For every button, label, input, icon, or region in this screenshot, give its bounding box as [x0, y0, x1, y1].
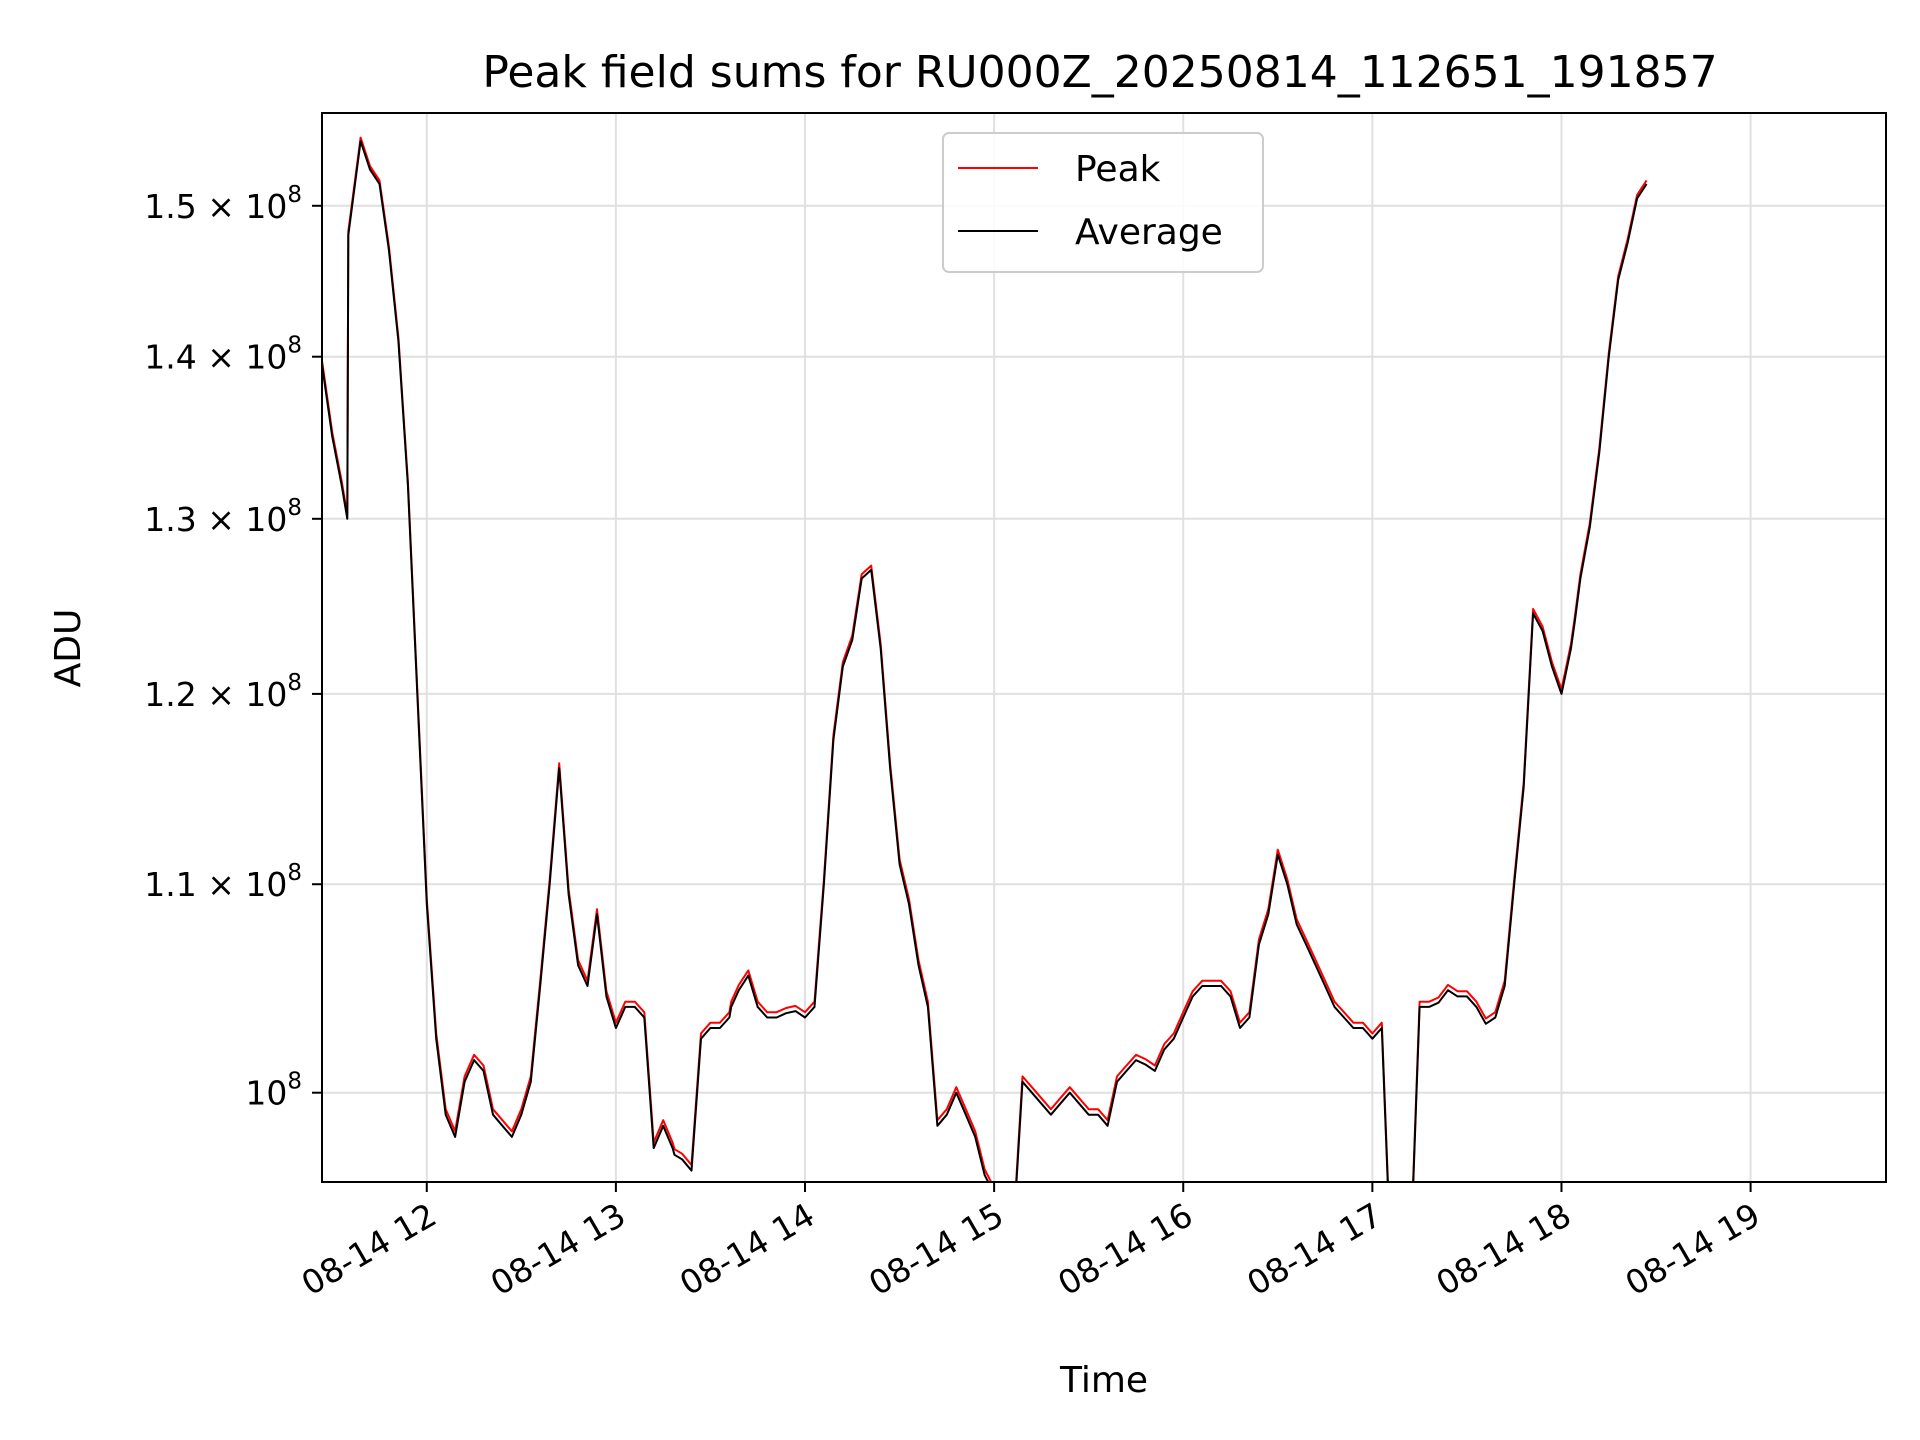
x-axis-label: Time: [1059, 1360, 1148, 1401]
y-tick-label: 1.4 × 108: [144, 333, 302, 377]
legend-label-average: Average: [1075, 212, 1223, 253]
y-tick-label: 1.5 × 108: [144, 182, 302, 226]
y-tick-label: 1.3 × 108: [144, 495, 302, 539]
series-lines: [322, 136, 1648, 1182]
y-tick-label: 1.2 × 108: [144, 670, 302, 714]
legend: Peak Average: [942, 132, 1264, 273]
y-tick-label: 108: [245, 1069, 302, 1113]
legend-label-peak: Peak: [1075, 149, 1161, 190]
y-tick-label: 1.1 × 108: [144, 860, 302, 904]
chart-title: Peak field sums for RU000Z_20250814_1126…: [482, 47, 1717, 98]
series-line-average: [322, 140, 1648, 1182]
plot-frame: [321, 112, 1887, 1183]
y-axis-label: ADU: [48, 609, 89, 688]
